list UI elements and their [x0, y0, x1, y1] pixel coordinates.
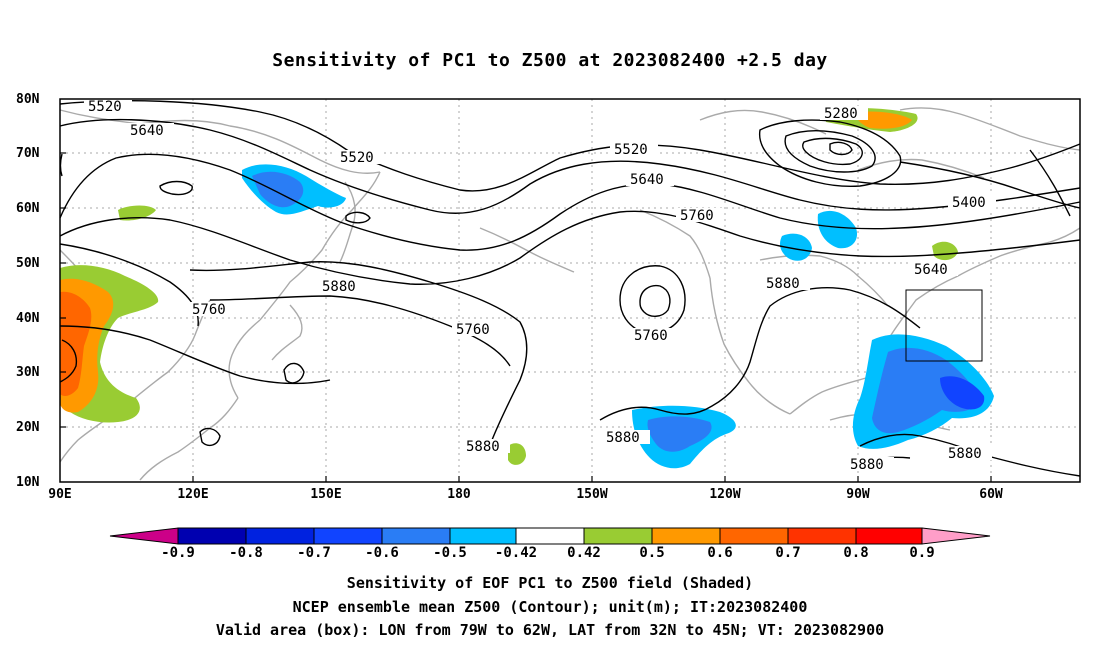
colorbar-label: 0.8 — [843, 545, 869, 561]
colorbar-label: -0.9 — [161, 545, 195, 561]
lat-label: 70N — [16, 146, 40, 161]
colorbar-arrow-right — [921, 527, 991, 545]
contour-label: 5880 — [606, 430, 640, 446]
colorbar-segment — [583, 527, 653, 545]
contour-label: 5640 — [914, 262, 948, 278]
z500-contours — [59, 100, 1081, 477]
contour-label: 5640 — [630, 172, 664, 188]
axis-ticks — [60, 152, 992, 482]
contour-label: 5880 — [948, 446, 982, 462]
contour-label: 5760 — [680, 208, 714, 224]
colorbar-label: -0.42 — [494, 545, 538, 561]
contour-label: 5880 — [850, 457, 884, 473]
contour-label: 5520 — [614, 142, 648, 158]
colorbar-label: 0.5 — [639, 545, 665, 561]
shading-caribbean-dark — [940, 376, 985, 410]
contour-label: 5520 — [340, 150, 374, 166]
lat-label: 80N — [16, 92, 40, 107]
contour-label: 5400 — [952, 195, 986, 211]
colorbar-label: -0.6 — [365, 545, 399, 561]
colorbar-segment — [381, 527, 451, 545]
colorbar-label: -0.7 — [297, 545, 331, 561]
lon-label: 150W — [576, 487, 608, 502]
colorbar-label: 0.42 — [567, 545, 601, 561]
lon-label: 180 — [447, 487, 471, 502]
contour-label: 5760 — [634, 328, 668, 344]
shading-misc-green1 — [118, 205, 156, 221]
plot-frame — [59, 98, 1081, 483]
colorbar-segment — [719, 527, 789, 545]
lon-label: 60W — [979, 487, 1003, 502]
coastlines — [59, 107, 1081, 481]
lat-label: 20N — [16, 420, 40, 435]
colorbar-segment — [855, 527, 923, 545]
shading-misc-green3 — [508, 443, 526, 465]
sensitivity-shading — [60, 107, 994, 469]
lon-label: 90W — [846, 487, 870, 502]
shading-greenland-orange — [856, 111, 912, 129]
contour-label: 5880 — [322, 279, 356, 295]
colorbar — [109, 527, 991, 545]
lat-label: 10N — [16, 475, 40, 490]
chart-title: Sensitivity of PC1 to Z500 at 2023082400… — [272, 50, 828, 71]
contour-label: 5880 — [466, 439, 500, 455]
contour-labels: 5520 5640 5520 5280 5520 5640 5760 5400 … — [84, 99, 996, 473]
contour-label: 5280 — [824, 106, 858, 122]
contour-label: 5760 — [192, 302, 226, 318]
colorbar-segment — [515, 527, 585, 545]
shading-canada-negative2 — [780, 233, 812, 261]
caption-line-3: Valid area (box): LON from 79W to 62W, L… — [215, 621, 885, 639]
caption-line-1: Sensitivity of EOF PC1 to Z500 field (Sh… — [346, 574, 754, 592]
contour-label: 5760 — [456, 322, 490, 338]
shading-india-darkorange — [60, 291, 92, 396]
shading-canada-negative — [817, 210, 858, 249]
shading-misc-green2 — [932, 241, 958, 261]
lat-label: 30N — [16, 365, 40, 380]
colorbar-segment — [245, 527, 315, 545]
colorbar-segment — [313, 527, 383, 545]
lon-label: 150E — [310, 487, 342, 502]
contour-label: 5520 — [88, 99, 122, 115]
colorbar-label: 0.7 — [775, 545, 801, 561]
lon-label: 90E — [48, 487, 72, 502]
lon-label: 120W — [709, 487, 741, 502]
colorbar-label: 0.9 — [909, 545, 935, 561]
colorbar-label: 0.6 — [707, 545, 733, 561]
lat-label: 60N — [16, 201, 40, 216]
shading-caribbean-mid — [872, 347, 980, 434]
colorbar-label: -0.8 — [229, 545, 263, 561]
colorbar-segment — [651, 527, 721, 545]
contour-label: 5880 — [766, 276, 800, 292]
colorbar-segment — [787, 527, 857, 545]
colorbar-segment — [177, 527, 247, 545]
lat-label: 40N — [16, 311, 40, 326]
lat-label: 50N — [16, 256, 40, 271]
lon-label: 120E — [177, 487, 209, 502]
contour-label: 5640 — [130, 123, 164, 139]
caption-line-2: NCEP ensemble mean Z500 (Contour); unit(… — [292, 598, 808, 616]
colorbar-arrow-left — [109, 527, 179, 545]
shading-pacific-mid — [647, 416, 712, 452]
colorbar-segment — [449, 527, 517, 545]
colorbar-label: -0.5 — [433, 545, 467, 561]
valid-area-box — [905, 289, 983, 362]
